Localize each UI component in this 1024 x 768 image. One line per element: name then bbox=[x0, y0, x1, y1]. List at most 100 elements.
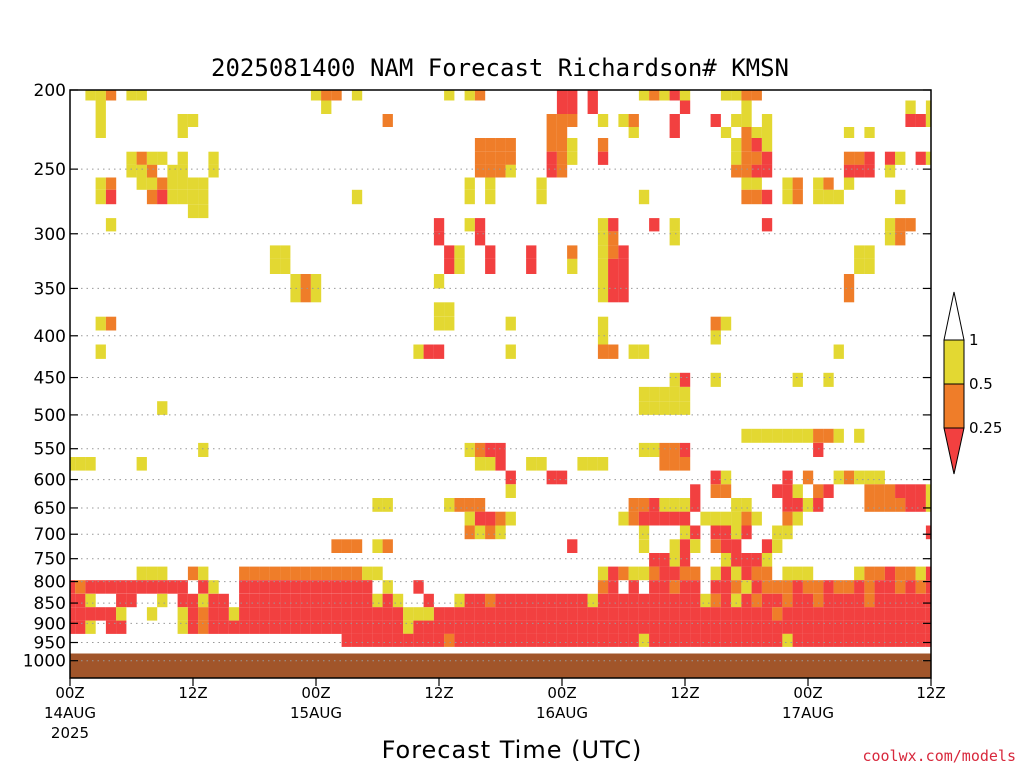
ri-cell bbox=[331, 593, 342, 608]
ri-cell bbox=[813, 189, 824, 205]
ri-cell bbox=[751, 511, 762, 526]
ri-cell bbox=[813, 484, 824, 498]
ri-cell bbox=[495, 442, 506, 457]
y-tick-label: 950 bbox=[34, 634, 66, 654]
ri-cell bbox=[905, 566, 916, 581]
ri-cell bbox=[761, 633, 773, 647]
ri-cell bbox=[884, 151, 896, 165]
ri-cell bbox=[649, 511, 660, 526]
ri-cell bbox=[413, 344, 424, 359]
ri-cell bbox=[710, 316, 721, 331]
ri-cell bbox=[802, 580, 814, 594]
ri-cell bbox=[731, 539, 742, 553]
ri-cell bbox=[259, 607, 270, 621]
ri-cell bbox=[659, 442, 670, 457]
ri-cell bbox=[761, 553, 773, 567]
ri-cell bbox=[136, 90, 147, 101]
ri-cell bbox=[710, 580, 721, 594]
ri-cell bbox=[597, 633, 609, 647]
ri-cell bbox=[464, 189, 475, 205]
ri-cell bbox=[751, 620, 762, 634]
ri-cell bbox=[628, 593, 639, 608]
ri-cell bbox=[474, 90, 486, 101]
x-tick-date: 15AUG bbox=[290, 704, 342, 722]
ri-cell bbox=[751, 553, 762, 567]
ri-cell bbox=[649, 633, 660, 647]
ri-cell bbox=[802, 428, 814, 443]
ri-cell bbox=[854, 151, 865, 165]
ri-cell bbox=[556, 138, 568, 152]
ri-cell bbox=[505, 607, 516, 621]
ri-cell bbox=[198, 607, 209, 621]
ri-cell bbox=[239, 593, 250, 608]
ri-cell bbox=[751, 593, 762, 608]
ri-cell bbox=[761, 127, 773, 138]
y-tick-label: 250 bbox=[34, 160, 66, 180]
ri-cell bbox=[649, 401, 660, 415]
ri-cell bbox=[843, 580, 855, 594]
ri-cell bbox=[925, 525, 931, 540]
ri-cell bbox=[454, 258, 465, 274]
ri-cell bbox=[802, 470, 814, 485]
ri-cell bbox=[905, 498, 916, 512]
ri-cell bbox=[792, 189, 803, 205]
ri-cell bbox=[669, 511, 680, 526]
ri-cell bbox=[116, 620, 127, 634]
ri-cell bbox=[587, 633, 598, 647]
colorbar-label: 1 bbox=[969, 331, 979, 349]
ri-cell bbox=[85, 90, 96, 101]
ri-cell bbox=[116, 593, 127, 608]
ri-cell bbox=[782, 525, 793, 540]
ri-cell bbox=[300, 566, 311, 581]
ri-cell bbox=[269, 580, 281, 594]
x-tick-label: 12Z bbox=[916, 684, 945, 702]
ri-cell bbox=[474, 498, 486, 512]
ri-cell bbox=[187, 177, 199, 190]
ri-cell bbox=[741, 100, 752, 114]
ri-cell bbox=[802, 633, 814, 647]
ri-cell bbox=[269, 607, 281, 621]
ri-cell bbox=[792, 607, 803, 621]
ri-cell bbox=[679, 525, 691, 540]
ri-cell bbox=[741, 633, 752, 647]
ri-cell bbox=[843, 274, 855, 289]
ri-cell bbox=[710, 566, 721, 581]
ri-cell bbox=[177, 177, 188, 190]
ri-cell bbox=[280, 620, 291, 634]
ri-cell bbox=[198, 566, 209, 581]
ri-cell bbox=[884, 620, 896, 634]
ri-cell bbox=[741, 525, 752, 540]
ri-cell bbox=[300, 593, 311, 608]
ri-cell bbox=[669, 457, 680, 471]
ri-cell bbox=[608, 288, 619, 303]
ri-cell bbox=[874, 620, 885, 634]
ri-cell bbox=[638, 620, 650, 634]
ri-cell bbox=[761, 539, 773, 553]
ri-cell bbox=[146, 566, 158, 581]
ground-layer bbox=[70, 653, 931, 678]
ri-cell bbox=[925, 580, 931, 594]
ri-cell bbox=[546, 114, 557, 127]
ri-cell bbox=[269, 593, 281, 608]
ri-cell bbox=[884, 231, 896, 246]
ri-cell bbox=[741, 127, 752, 138]
ri-cell bbox=[608, 580, 619, 594]
ri-cell bbox=[280, 258, 291, 274]
ri-cell bbox=[495, 633, 506, 647]
ri-cell bbox=[259, 566, 270, 581]
ri-cell bbox=[167, 580, 178, 594]
y-tick-label: 600 bbox=[34, 471, 66, 491]
ri-cell bbox=[146, 164, 158, 178]
ri-cell bbox=[392, 620, 404, 634]
ri-cell bbox=[905, 620, 916, 634]
ri-cell bbox=[782, 580, 793, 594]
ri-cell bbox=[556, 470, 568, 485]
ri-cell bbox=[126, 164, 137, 178]
ri-cell bbox=[85, 457, 96, 471]
ri-cell bbox=[556, 164, 568, 178]
ri-cell bbox=[679, 580, 691, 594]
ri-cell bbox=[864, 633, 875, 647]
ri-cell bbox=[915, 566, 926, 581]
ri-cell bbox=[331, 580, 342, 594]
ri-cell bbox=[556, 593, 568, 608]
